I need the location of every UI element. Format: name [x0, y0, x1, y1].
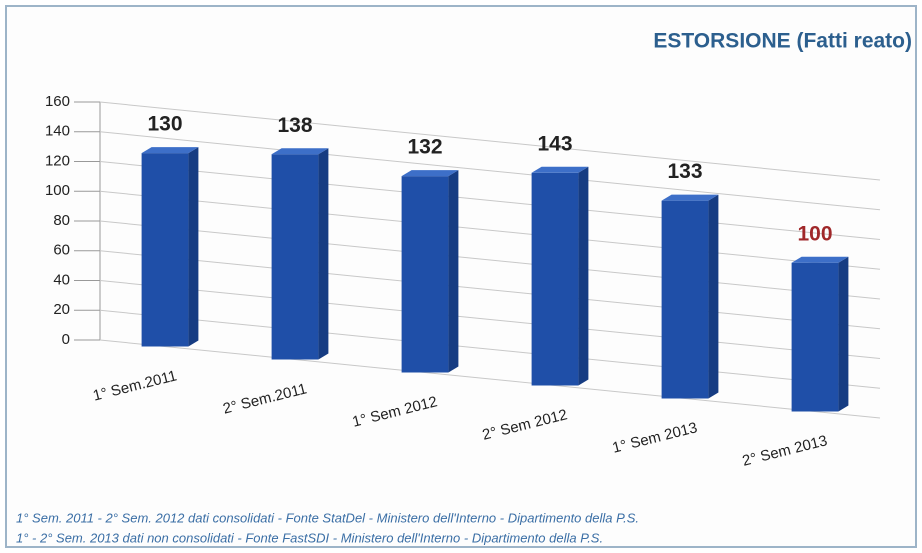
- y-tick-label: 40: [53, 271, 70, 288]
- chart-title: ESTORSIONE (Fatti reato): [653, 30, 912, 53]
- bar: [661, 200, 709, 399]
- y-tick-label: 140: [45, 123, 70, 140]
- value-label: 133: [667, 160, 702, 183]
- bar-top: [401, 170, 459, 177]
- bar-side: [188, 147, 199, 347]
- note: 1° - 2° Sem. 2013 dati non consolidati -…: [16, 530, 603, 545]
- bar-top: [791, 256, 849, 263]
- grid-line: [99, 280, 881, 359]
- bar: [271, 154, 319, 360]
- bar-side: [838, 256, 849, 412]
- bar: [531, 172, 579, 386]
- grid-line: [99, 161, 881, 240]
- note: 1° Sem. 2011 - 2° Sem. 2012 dati consoli…: [16, 510, 639, 525]
- bar: [141, 153, 189, 347]
- y-tick-label: 160: [45, 93, 70, 110]
- y-tick-label: 120: [45, 152, 70, 169]
- grid-line: [99, 250, 881, 330]
- value-label: 130: [147, 113, 182, 136]
- grid-line: [99, 101, 881, 181]
- value-label: 143: [537, 132, 572, 155]
- y-tick-label: 60: [53, 242, 70, 259]
- grid-line: [99, 131, 881, 211]
- y-tick-label: 80: [53, 212, 70, 229]
- value-label: 132: [407, 136, 442, 159]
- bar-top: [271, 148, 329, 155]
- y-tick-label: 0: [62, 331, 70, 348]
- value-label: 100: [797, 222, 832, 245]
- y-tick-label: 100: [45, 182, 70, 199]
- value-label: 138: [277, 114, 312, 137]
- bar-side: [318, 148, 329, 360]
- bar-side: [708, 194, 719, 399]
- grid-line: [99, 339, 881, 419]
- bar-top: [141, 147, 199, 154]
- bar: [401, 176, 449, 373]
- bar: [791, 262, 839, 412]
- bar-top: [661, 194, 719, 201]
- bar-side: [578, 166, 589, 386]
- grid-line: [99, 220, 881, 300]
- grid-line: [99, 309, 881, 389]
- grid-line: [99, 190, 881, 270]
- bar-top: [531, 166, 589, 173]
- bar-side: [448, 170, 459, 373]
- y-tick-label: 20: [53, 301, 70, 318]
